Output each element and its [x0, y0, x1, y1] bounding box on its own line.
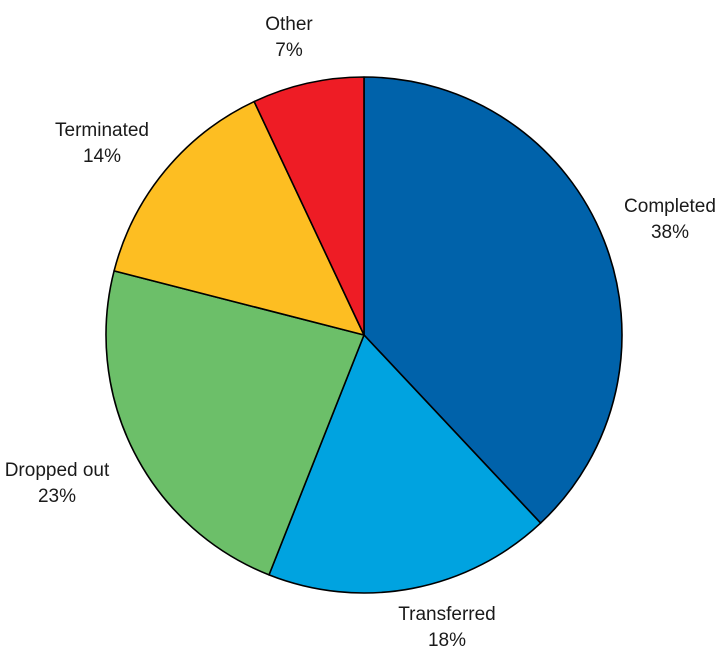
pie-label-name: Transferred: [398, 604, 496, 625]
pie-slice-dropped-out: [105, 270, 365, 576]
pie-label-name: Terminated: [55, 120, 149, 141]
pie-slice-other: [253, 76, 365, 336]
pie-slice-terminated: [113, 100, 365, 336]
pie-label-name: Other: [265, 14, 313, 35]
pie-label-value: 23%: [38, 486, 76, 507]
pie-label-value: 38%: [651, 222, 689, 243]
pie-slices: [105, 76, 623, 594]
pie-label-completed: Completed 38%: [624, 196, 716, 243]
pie-label-value: 7%: [275, 40, 303, 61]
pie-label-dropped-out: Dropped out 23%: [5, 460, 110, 507]
pie-label-value: 18%: [428, 630, 466, 651]
pie-label-transferred: Transferred 18%: [398, 604, 496, 651]
pie-label-name: Dropped out: [5, 460, 110, 481]
pie-label-terminated: Terminated 14%: [55, 120, 149, 167]
pie-label-name: Completed: [624, 196, 716, 217]
pie-slice-transferred: [268, 334, 542, 594]
pie-slice-completed: [363, 76, 623, 524]
pie-label-value: 14%: [83, 146, 121, 167]
pie-label-other: Other 7%: [265, 14, 313, 61]
pie-labels: Completed 38% Transferred 18% Dropped out 23%…: [5, 14, 716, 651]
